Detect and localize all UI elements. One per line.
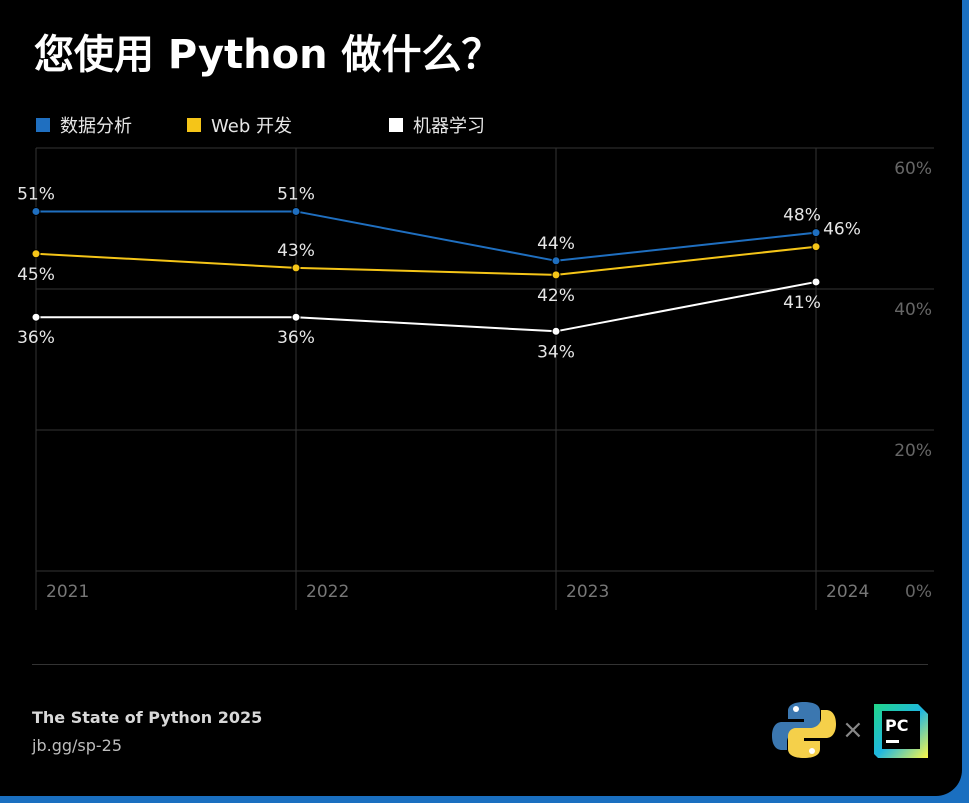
legend-label: 机器学习 [413,116,485,137]
legend-swatch [389,118,403,132]
data-point [551,270,561,280]
data-point [551,326,561,336]
y-tick-label: 40% [894,300,932,320]
data-point [31,312,41,322]
data-point [811,242,821,252]
data-label: 51% [17,184,55,204]
page-title: 您使用 Python 做什么？ [34,32,502,78]
logos: × PC [772,702,928,758]
data-label: 44% [537,234,575,254]
data-label: 48% [783,206,821,226]
data-label: 36% [17,328,55,348]
data-point [811,277,821,287]
legend-item-web: Web 开发 [187,112,292,138]
x-tick-label: 2024 [826,582,869,602]
data-label: 42% [537,286,575,306]
y-tick-label: 60% [894,159,932,179]
legend-item-data-analysis: 数据分析 [36,112,132,138]
series-line-2 [36,280,817,333]
data-point [291,206,301,216]
data-point [291,312,301,322]
legend-item-ml: 机器学习 [389,112,485,138]
svg-text:PC: PC [885,716,908,735]
footer-link[interactable]: jb.gg/sp-25 [32,736,123,755]
legend-swatch [187,118,201,132]
data-point [31,206,41,216]
legend-label: 数据分析 [60,116,132,137]
data-label: 36% [277,328,315,348]
y-tick-label: 0% [905,582,932,602]
data-point [551,256,561,266]
x-tick-label: 2021 [46,582,89,602]
data-label: 51% [277,184,315,204]
data-label: 43% [277,241,315,261]
x-tick-label: 2023 [566,582,609,602]
series-line-0 [36,210,817,262]
data-label: 46% [823,220,861,240]
pycharm-logo: PC [874,704,928,758]
python-logo [772,702,836,758]
x-tick-label: 2022 [306,582,349,602]
data-label: 34% [537,342,575,362]
separator: × [842,715,864,745]
data-point [811,228,821,238]
legend-swatch [36,118,50,132]
legend-label: Web 开发 [211,116,292,137]
divider [32,664,928,665]
y-tick-label: 20% [894,441,932,461]
footer-title: The State of Python 2025 [32,708,263,727]
series-line-1 [35,245,817,276]
data-point [291,263,301,273]
data-label: 45% [17,265,55,285]
data-point [31,249,41,259]
data-label: 41% [783,293,821,313]
